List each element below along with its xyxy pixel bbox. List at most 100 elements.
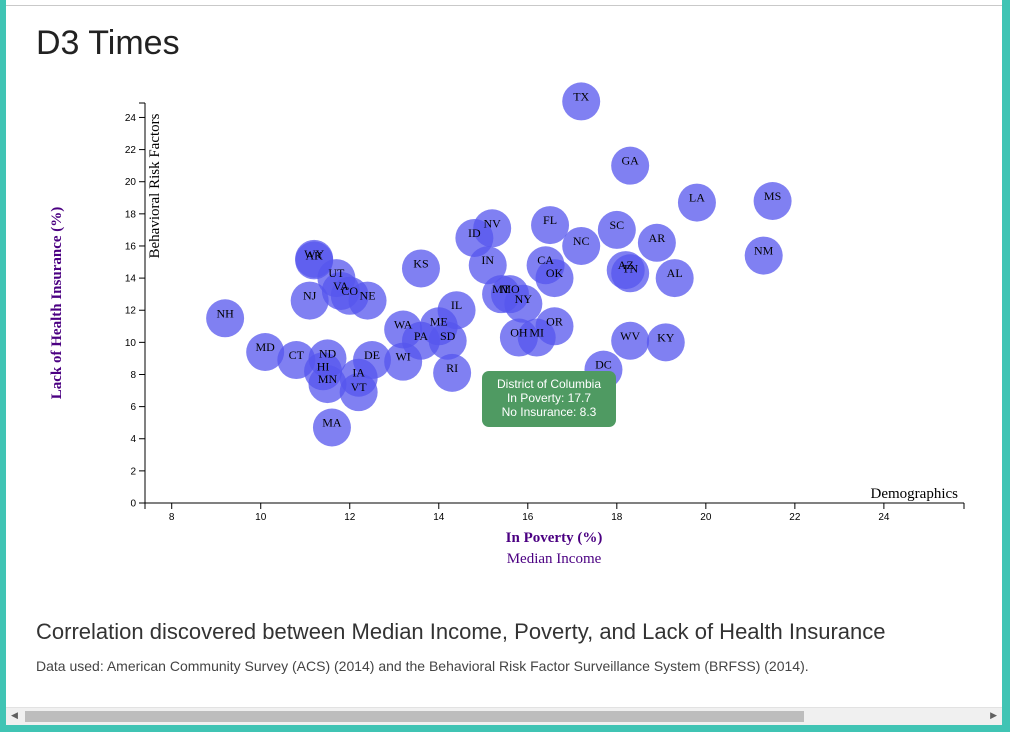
state-marker-sd[interactable] xyxy=(428,321,467,360)
state-label-nv: NV xyxy=(484,216,502,230)
state-label-or: OR xyxy=(546,314,563,328)
tooltip-state: District of Columbia xyxy=(496,377,602,391)
scroll-left-icon[interactable]: ◀ xyxy=(11,711,18,721)
scroll-thumb[interactable] xyxy=(25,711,804,722)
y-tick-label: 22 xyxy=(125,145,137,156)
x-tick-label: 22 xyxy=(789,512,801,523)
state-label-wy: WY xyxy=(304,247,324,261)
state-label-nj: NJ xyxy=(303,289,317,303)
state-marker-nh[interactable] xyxy=(206,299,245,338)
state-marker-la[interactable] xyxy=(677,183,716,222)
state-label-ky: KY xyxy=(657,330,675,344)
state-label-de: DE xyxy=(364,348,380,362)
state-label-ny: NY xyxy=(515,292,533,306)
state-marker-fl[interactable] xyxy=(531,206,570,245)
state-marker-tx[interactable] xyxy=(562,82,601,121)
state-label-va: VA xyxy=(333,279,349,293)
state-marker-ne[interactable] xyxy=(348,281,387,320)
state-label-md: MD xyxy=(256,340,276,354)
state-marker-nj[interactable] xyxy=(290,281,329,320)
x-tick-label: 12 xyxy=(344,512,356,523)
state-label-ks: KS xyxy=(413,256,428,270)
state-label-ct: CT xyxy=(289,348,305,362)
state-marker-wi[interactable] xyxy=(384,342,423,381)
y-tick-label: 8 xyxy=(130,370,136,381)
chart-subtitle: Correlation discovered between Median In… xyxy=(36,619,886,644)
page-frame: D3 Times 8 10 12 14 16 18 20 22 24 0 2 4 6 8 10 12 14 16 1… xyxy=(6,0,1002,725)
x-axis-corner-label[interactable]: Demographics xyxy=(871,486,959,502)
state-label-nd: ND xyxy=(319,346,337,360)
y-tick-label: 14 xyxy=(125,274,137,285)
state-label-az: AZ xyxy=(618,258,634,272)
state-label-fl: FL xyxy=(543,213,557,227)
state-marker-ks[interactable] xyxy=(401,249,440,288)
state-label-sd: SD xyxy=(440,329,456,343)
state-label-nm: NM xyxy=(754,244,774,258)
state-label-ca: CA xyxy=(537,253,554,267)
state-label-wi: WI xyxy=(395,350,410,364)
state-marker-nm[interactable] xyxy=(744,236,783,275)
x-axis-label-active: In Poverty (%) xyxy=(506,530,603,546)
x-tick-label: 24 xyxy=(878,512,890,523)
scroll-right-icon[interactable]: ▶ xyxy=(990,711,997,721)
state-label-ut: UT xyxy=(328,266,345,280)
state-marker-ma[interactable] xyxy=(312,408,351,447)
page-title: D3 Times xyxy=(36,24,180,62)
horizontal-scrollbar[interactable]: ◀ ▶ xyxy=(6,707,1002,725)
state-marker-mn[interactable] xyxy=(308,365,347,404)
state-marker-ar[interactable] xyxy=(637,223,676,262)
x-tick-label: 20 xyxy=(700,512,712,523)
state-marker-ok[interactable] xyxy=(535,259,574,298)
state-marker-ms[interactable] xyxy=(753,181,792,220)
state-marker-sc[interactable] xyxy=(597,210,636,249)
state-marker-vt[interactable] xyxy=(339,373,378,412)
state-label-la: LA xyxy=(689,191,705,205)
y-tick-label: 10 xyxy=(125,338,137,349)
state-label-ne: NE xyxy=(360,289,376,303)
state-marker-ky[interactable] xyxy=(646,323,685,362)
tooltip: District of Columbia In Poverty: 17.7 No… xyxy=(482,371,616,427)
state-marker-ny[interactable] xyxy=(504,284,543,323)
state-marker-al[interactable] xyxy=(655,259,694,298)
state-label-hi: HI xyxy=(317,359,330,373)
top-divider xyxy=(6,5,1002,6)
state-label-il: IL xyxy=(451,298,462,312)
state-label-al: AL xyxy=(667,266,683,280)
state-label-ar: AR xyxy=(649,231,666,245)
state-label-ma: MA xyxy=(322,415,342,429)
x-tick-label: 14 xyxy=(433,512,445,523)
state-label-tn: TN xyxy=(622,261,638,275)
state-marker-in[interactable] xyxy=(468,246,507,285)
tooltip-poverty: In Poverty: 17.7 xyxy=(506,391,592,405)
state-marker-md[interactable] xyxy=(246,332,285,371)
state-label-id: ID xyxy=(468,226,481,240)
state-label-mt: MT xyxy=(492,282,511,296)
state-marker-ga[interactable] xyxy=(611,146,650,185)
state-marker-ri[interactable] xyxy=(433,353,472,392)
state-label-nc: NC xyxy=(573,234,590,248)
state-label-mn: MN xyxy=(318,372,338,386)
data-source-caption: Data used: American Community Survey (AC… xyxy=(36,658,809,674)
x-tick-label: 16 xyxy=(522,512,534,523)
state-label-mi: MI xyxy=(529,326,544,340)
state-label-vt: VT xyxy=(351,380,368,394)
y-tick-label: 0 xyxy=(130,499,136,510)
state-label-co: CO xyxy=(341,284,358,298)
state-label-ms: MS xyxy=(764,189,781,203)
state-marker-nc[interactable] xyxy=(562,226,601,265)
x-axis-label-inactive[interactable]: Median Income xyxy=(507,551,602,567)
y-axis-label-active: Lack of Health Insurance (%) xyxy=(49,207,65,400)
y-tick-label: 4 xyxy=(130,434,136,445)
state-label-sc: SC xyxy=(609,218,624,232)
y-tick-label: 20 xyxy=(125,177,137,188)
y-axis-label-inactive[interactable]: Behavioral Risk Factors xyxy=(147,113,163,258)
state-marker-wv[interactable] xyxy=(611,321,650,360)
state-label-wa: WA xyxy=(394,318,413,332)
state-label-nh: NH xyxy=(216,306,234,320)
state-marker-tn[interactable] xyxy=(611,254,650,293)
state-label-mo: MO xyxy=(500,282,520,296)
state-label-dc: DC xyxy=(595,358,612,372)
state-label-oh: OH xyxy=(510,326,528,340)
state-marker-mi[interactable] xyxy=(517,318,556,357)
y-tick-label: 16 xyxy=(125,241,137,252)
